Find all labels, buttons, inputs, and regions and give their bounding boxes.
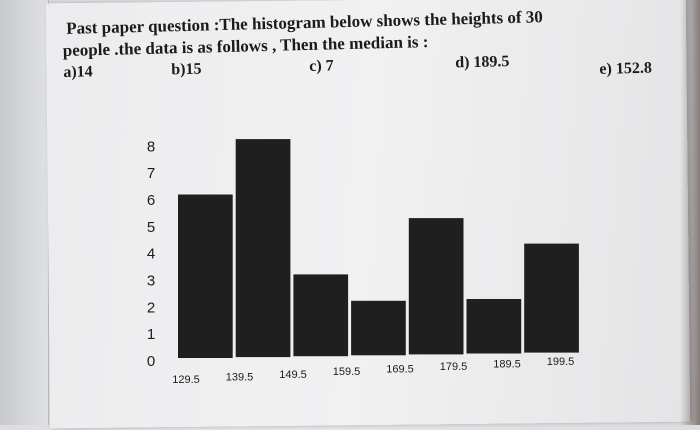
histogram-bar bbox=[178, 194, 233, 358]
histogram-bars bbox=[178, 139, 579, 358]
histogram-bar bbox=[466, 299, 522, 354]
x-tick-label: 189.5 bbox=[493, 358, 521, 370]
histogram-bar bbox=[351, 300, 406, 356]
y-tick-label: 2 bbox=[147, 299, 155, 316]
y-tick-label: 7 bbox=[147, 165, 155, 182]
y-tick-label: 5 bbox=[147, 219, 155, 236]
y-tick-label: 1 bbox=[147, 326, 155, 343]
x-tick-label: 129.5 bbox=[172, 374, 200, 386]
x-tick-label: 179.5 bbox=[440, 361, 468, 373]
histogram-bar bbox=[408, 218, 464, 355]
y-tick-label: 4 bbox=[147, 246, 155, 263]
y-tick-label: 6 bbox=[147, 192, 155, 209]
y-tick-label: 3 bbox=[147, 273, 155, 290]
x-tick-label: 159.5 bbox=[333, 366, 361, 378]
x-tick-labels: 129.5 139.5 149.5 159.5 169.5 179.5 189.5 199.5 bbox=[172, 356, 574, 386]
x-tick-label: 149.5 bbox=[279, 369, 307, 381]
histogram-bar bbox=[293, 274, 349, 357]
x-tick-label: 169.5 bbox=[386, 364, 414, 376]
x-tick-label: 139.5 bbox=[226, 371, 254, 383]
y-tick-labels: 0 1 2 3 4 5 6 7 8 bbox=[147, 138, 155, 370]
y-tick-label: 0 bbox=[147, 353, 155, 370]
y-tick-label: 8 bbox=[147, 138, 155, 155]
x-tick-label: 199.5 bbox=[547, 356, 575, 368]
histogram-bar bbox=[524, 243, 579, 353]
histogram-bar bbox=[235, 139, 291, 358]
page-shadow bbox=[680, 0, 700, 425]
previous-page-edge bbox=[0, 0, 49, 425]
